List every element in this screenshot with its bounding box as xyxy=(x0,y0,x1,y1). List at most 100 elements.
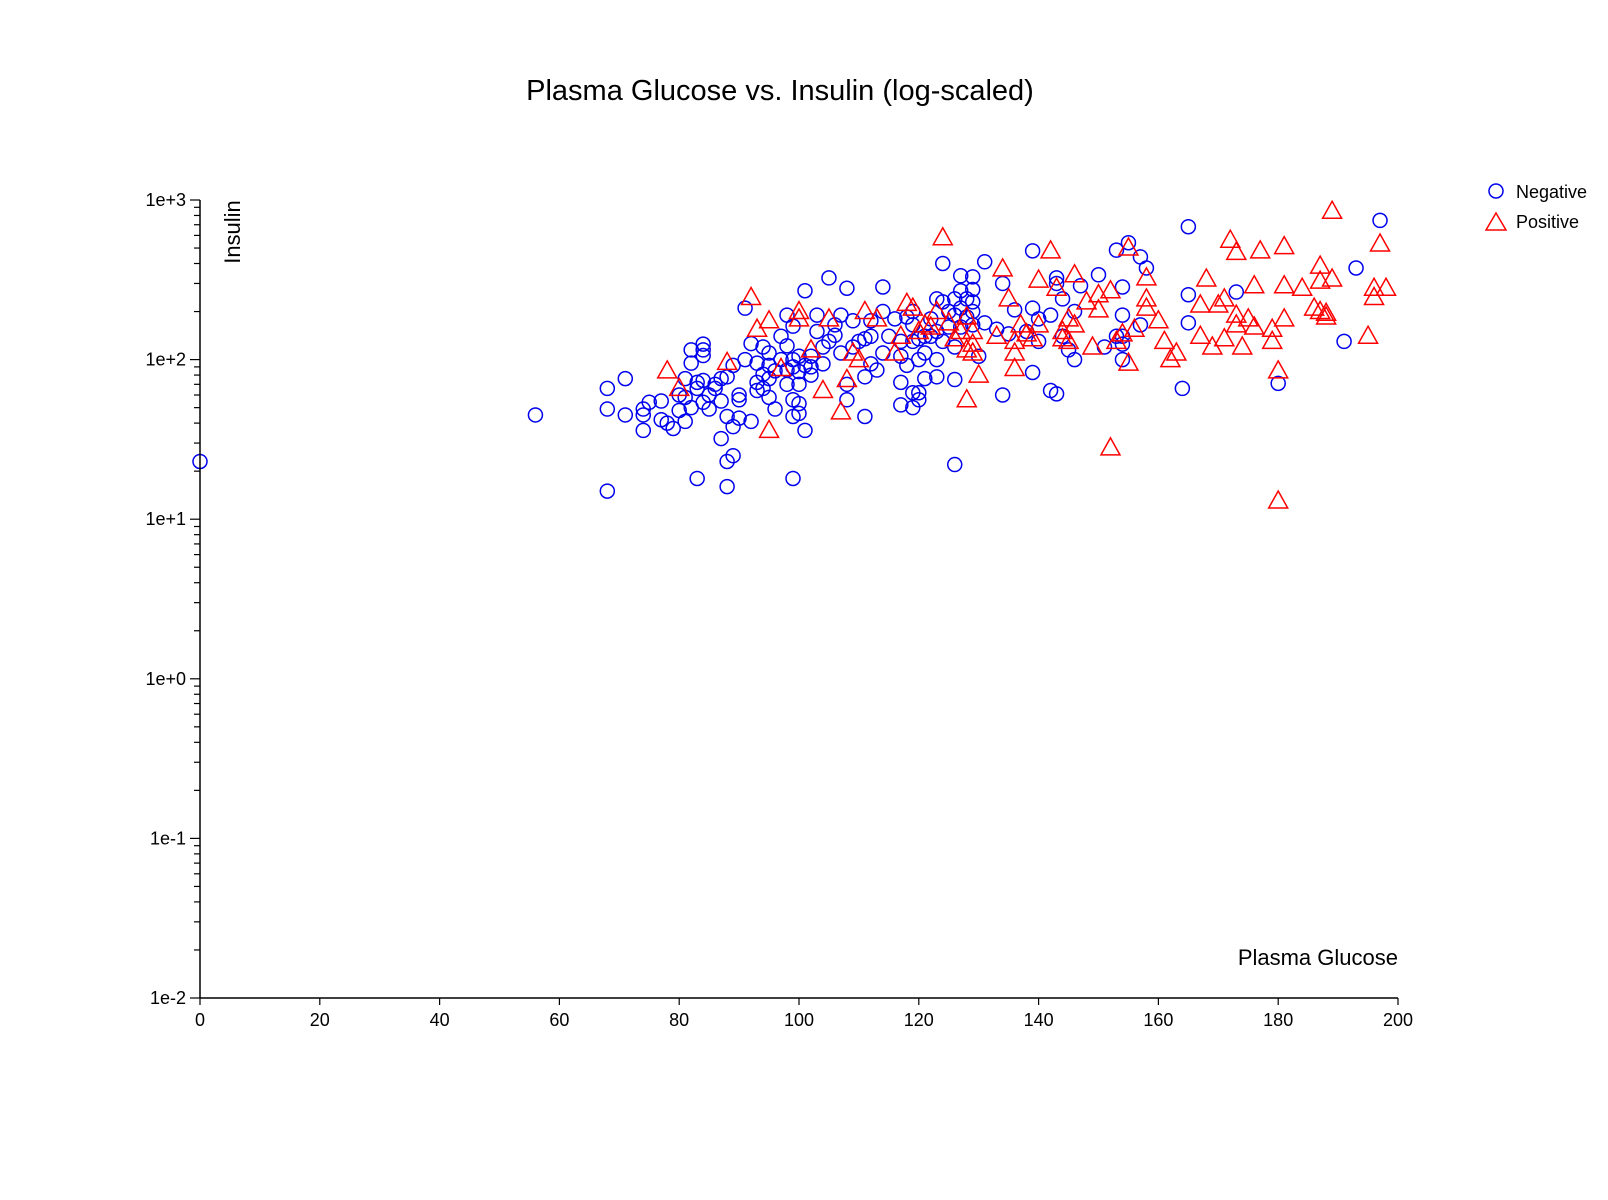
data-point-positive xyxy=(1225,240,1248,261)
data-point-negative xyxy=(1108,242,1125,258)
data-point-positive xyxy=(1117,351,1140,371)
data-point-positive xyxy=(1225,303,1248,323)
data-point-positive xyxy=(1075,290,1098,310)
y-tick-label: 1e+3 xyxy=(145,190,186,210)
data-point-positive xyxy=(1357,324,1379,345)
data-point-negative xyxy=(689,374,705,391)
data-point-negative xyxy=(845,313,861,329)
data-point-positive xyxy=(812,378,834,399)
data-point-negative xyxy=(659,415,675,431)
data-point-positive xyxy=(931,226,954,246)
x-tick-label: 0 xyxy=(195,1010,205,1030)
data-point-positive xyxy=(1243,315,1266,335)
data-point-negative xyxy=(809,323,825,340)
data-point-positive xyxy=(1261,329,1283,350)
data-point-negative xyxy=(929,351,945,368)
chart-title: Plasma Glucose vs. Insulin (log-scaled) xyxy=(526,75,1034,107)
data-point-negative xyxy=(952,268,969,284)
data-point-negative xyxy=(911,392,927,408)
data-point-negative xyxy=(641,394,657,411)
data-point-positive xyxy=(1207,293,1230,313)
data-point-positive xyxy=(1309,254,1331,274)
data-point-positive xyxy=(925,300,948,320)
data-point-positive xyxy=(1195,267,1218,287)
y-tick-label: 1e+2 xyxy=(145,350,186,370)
data-point-negative xyxy=(917,345,933,361)
data-point-positive xyxy=(758,309,780,329)
data-point-positive xyxy=(961,319,984,340)
legend-circle-marker xyxy=(1488,183,1504,199)
data-point-negative xyxy=(946,456,963,473)
data-point-negative xyxy=(653,393,669,409)
data-point-negative xyxy=(737,351,753,368)
data-point-negative xyxy=(617,370,634,387)
data-point-negative xyxy=(1114,351,1131,368)
data-point-negative xyxy=(839,376,855,393)
x-tick-label: 80 xyxy=(669,1010,689,1030)
data-point-negative xyxy=(599,401,616,417)
data-point-positive xyxy=(1057,329,1080,350)
data-point-positive xyxy=(1309,269,1331,289)
data-point-positive xyxy=(1189,293,1212,313)
data-point-negative xyxy=(946,371,963,388)
data-point-negative xyxy=(821,270,837,286)
data-point-positive xyxy=(1051,319,1074,340)
data-point-positive xyxy=(716,350,738,371)
data-point-negative xyxy=(1108,328,1125,345)
data-point-positive xyxy=(937,311,960,331)
data-point-positive xyxy=(1363,285,1385,306)
data-point-negative xyxy=(707,376,723,393)
x-tick-label: 160 xyxy=(1143,1010,1173,1030)
data-point-positive xyxy=(1099,436,1122,456)
data-point-positive xyxy=(1117,236,1140,256)
data-point-positive xyxy=(1009,313,1032,333)
x-axis-label: Plasma Glucose xyxy=(1238,945,1398,970)
x-tick-label: 180 xyxy=(1263,1010,1293,1030)
data-point-negative xyxy=(869,362,885,378)
data-point-positive xyxy=(1135,266,1158,286)
legend-label-negative: Negative xyxy=(1516,182,1587,202)
data-point-negative xyxy=(952,283,969,299)
data-point-positive xyxy=(848,348,870,368)
data-point-positive xyxy=(854,300,876,320)
data-point-negative xyxy=(713,430,729,447)
data-point-negative xyxy=(731,392,747,408)
data-point-negative xyxy=(1024,364,1041,381)
data-point-positive xyxy=(1237,307,1260,327)
data-point-negative xyxy=(683,355,699,371)
data-point-positive xyxy=(997,287,1020,307)
data-point-positive xyxy=(943,327,966,347)
data-point-positive xyxy=(949,319,972,340)
data-point-negative xyxy=(725,418,741,435)
data-point-positive xyxy=(914,313,936,333)
data-point-negative xyxy=(1270,375,1286,392)
data-point-positive xyxy=(1105,329,1128,350)
data-point-positive xyxy=(1249,239,1272,259)
data-point-positive xyxy=(866,307,888,327)
data-point-negative xyxy=(1024,300,1041,316)
data-point-negative xyxy=(1180,315,1197,331)
data-point-positive xyxy=(830,400,852,420)
data-point-positive xyxy=(991,257,1014,277)
data-point-negative xyxy=(875,279,891,295)
data-point-negative xyxy=(964,269,981,285)
data-point-negative xyxy=(1048,386,1065,402)
data-point-negative xyxy=(863,328,879,345)
data-point-positive xyxy=(1363,276,1385,296)
data-point-negative xyxy=(905,399,921,416)
data-point-positive xyxy=(788,300,810,320)
data-point-positive xyxy=(770,356,792,377)
data-point-negative xyxy=(1120,234,1137,251)
data-point-negative xyxy=(719,478,735,495)
data-point-positive xyxy=(1291,276,1313,296)
data-point-negative xyxy=(911,384,927,401)
data-point-positive xyxy=(1315,305,1337,325)
data-point-negative xyxy=(994,275,1011,292)
x-tick-label: 120 xyxy=(904,1010,934,1030)
data-point-negative xyxy=(1090,267,1107,283)
data-point-positive xyxy=(1021,327,1044,347)
data-point-positive xyxy=(1003,356,1026,377)
data-point-positive xyxy=(1243,274,1266,294)
y-tick-label: 1e+1 xyxy=(145,509,186,529)
